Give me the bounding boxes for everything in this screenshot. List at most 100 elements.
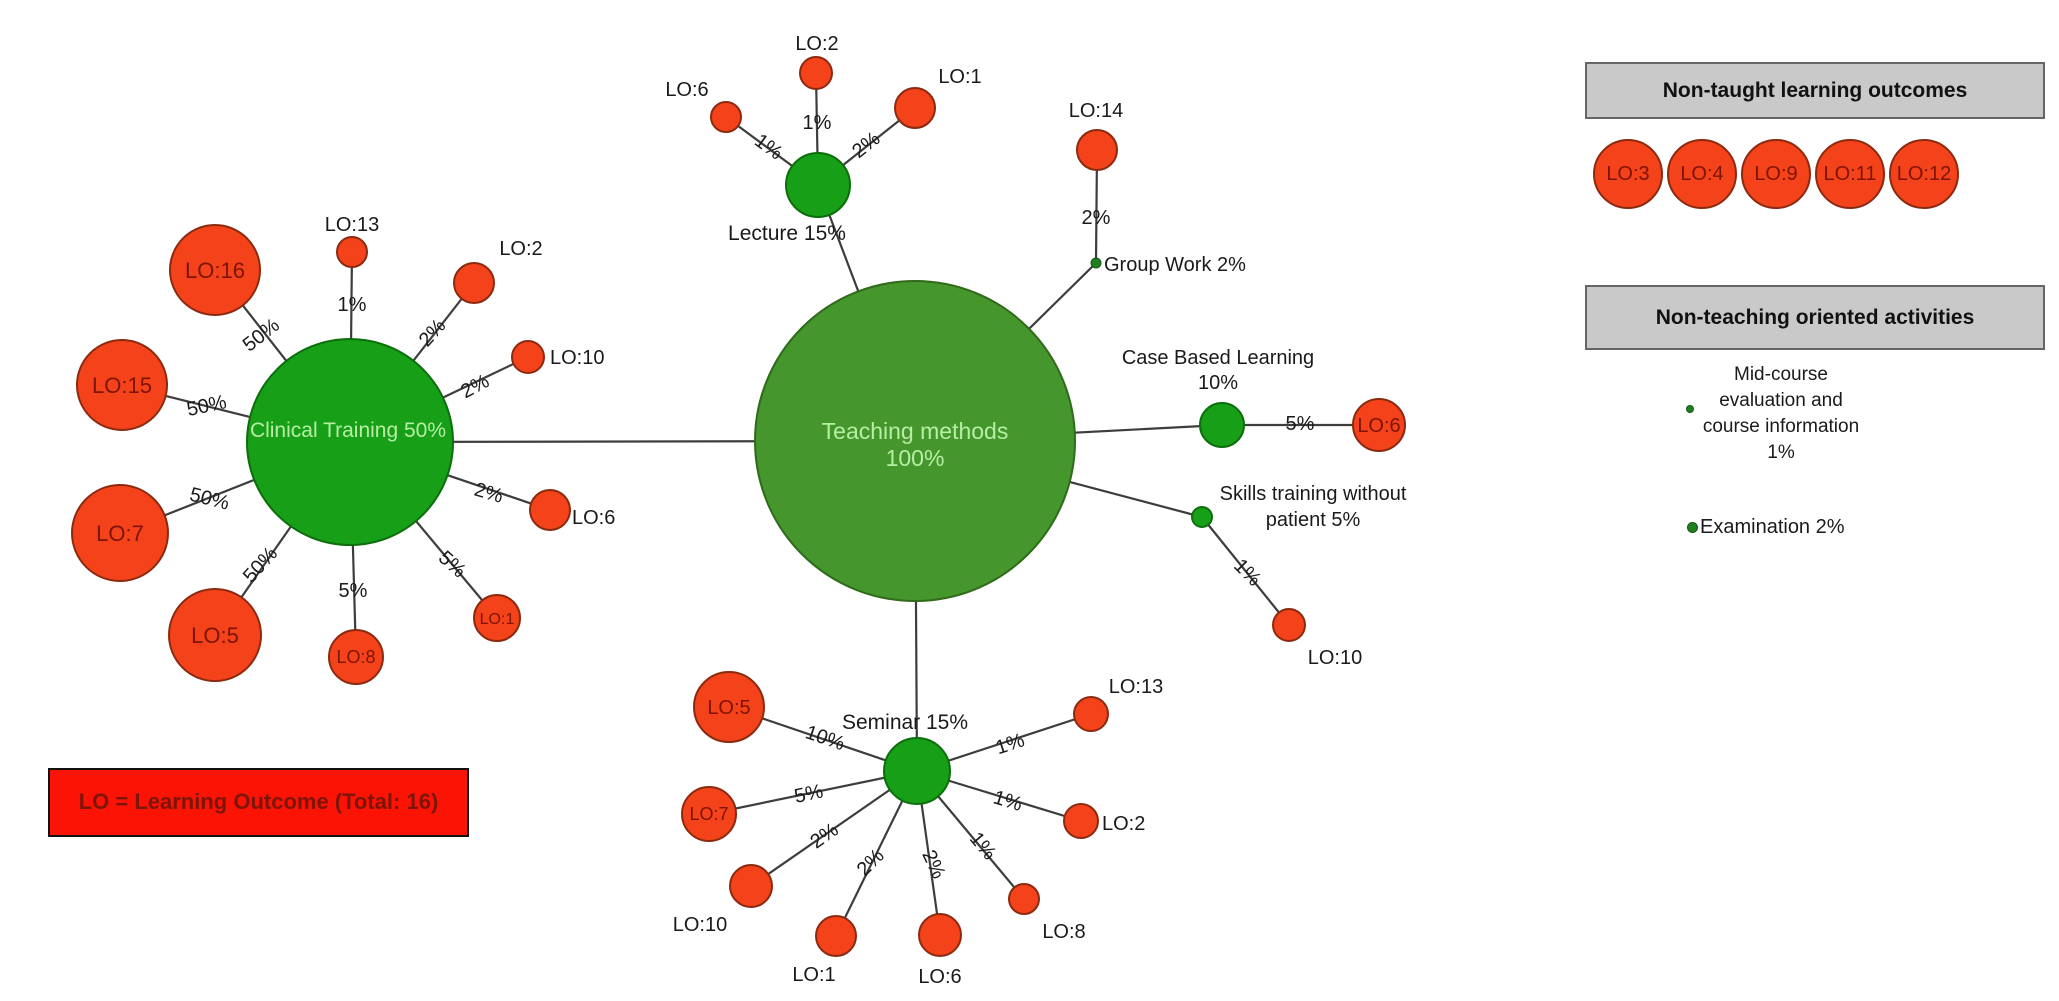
label-cli-lo1: LO:1 xyxy=(480,611,515,628)
edge-label-groupwork-lo14: 2% xyxy=(1082,207,1111,229)
label-sem-lo10: LO:10 xyxy=(673,914,727,936)
node-clinical xyxy=(246,338,454,546)
edge-label-seminar-sem-lo5: 10% xyxy=(802,721,847,755)
node-seminar xyxy=(883,737,951,805)
edge-label-seminar-sem-lo10: 2% xyxy=(806,819,842,854)
edge-label-skills-sk-lo10: 1% xyxy=(1229,555,1265,591)
node-cbl-lo6 xyxy=(1352,398,1406,452)
edge-label-clinical-cli-lo1: 5% xyxy=(434,547,470,583)
label-cli-lo16: LO:16 xyxy=(185,258,245,283)
edge-skills-sk-lo10 xyxy=(1201,516,1290,626)
label-sem-lo1: LO:1 xyxy=(792,964,835,986)
node-sem-lo8 xyxy=(1008,883,1040,915)
edge-label-seminar-sem-lo2: 1% xyxy=(991,787,1025,817)
label-sem-lo6: LO:6 xyxy=(918,966,961,988)
edge-label-seminar-sem-lo7: 5% xyxy=(792,780,825,808)
node-sem-lo1 xyxy=(815,915,857,957)
label-clinical: Clinical Training 50% xyxy=(250,419,446,442)
node-cli-lo13 xyxy=(336,236,368,268)
legend-non-taught-title: Non-taught learning outcomes xyxy=(1585,62,2045,119)
label-cli-lo6: LO:6 xyxy=(572,507,615,529)
node-teaching xyxy=(754,280,1076,602)
node-lo14 xyxy=(1076,129,1118,171)
legend-lo-circle-1: LO:3 xyxy=(1593,139,1663,209)
label-cli-lo15: LO:15 xyxy=(92,373,152,398)
label-groupwork: Group Work 2% xyxy=(1104,254,1246,276)
edge-label-clinical-cli-lo6: 2% xyxy=(472,479,506,508)
label-cbl-lo6: LO:6 xyxy=(1357,415,1400,437)
node-cli-lo6 xyxy=(529,489,571,531)
label-skills: patient 5% xyxy=(1266,509,1361,531)
legend-lo-circle-3: LO:9 xyxy=(1741,139,1811,209)
node-lec-lo2 xyxy=(799,56,833,90)
node-cbl xyxy=(1199,402,1245,448)
lo-definition-note: LO = Learning Outcome (Total: 16) xyxy=(48,768,469,837)
label-cli-lo13: LO:13 xyxy=(325,214,379,236)
legend-non-teaching-title: Non-teaching oriented activities xyxy=(1585,285,2045,350)
label-sem-lo7: LO:7 xyxy=(689,804,728,824)
node-sem-lo7 xyxy=(681,786,737,842)
non-taught-lo-row: LO:3 LO:4 LO:9 LO:11 LO:12 xyxy=(1593,139,1959,209)
label-cli-lo10: LO:10 xyxy=(550,347,604,369)
label-cbl: Case Based Learning xyxy=(1122,347,1314,369)
examination-label: Examination 2% xyxy=(1700,516,1845,538)
label-cli-lo8: LO:8 xyxy=(336,647,375,667)
node-lec-lo1 xyxy=(894,87,936,129)
label-teaching: 100% xyxy=(886,445,945,471)
legend-lo-circle-2: LO:4 xyxy=(1667,139,1737,209)
node-cli-lo10 xyxy=(511,340,545,374)
edge-seminar-sem-lo7 xyxy=(708,769,918,816)
edge-label-seminar-sem-lo13: 1% xyxy=(993,729,1027,759)
node-cli-lo16 xyxy=(169,224,261,316)
legend-lo-circle-4: LO:11 xyxy=(1815,139,1885,209)
edge-label-clinical-cli-lo13: 1% xyxy=(338,294,367,316)
label-cbl: 10% xyxy=(1198,372,1238,394)
node-cli-lo8 xyxy=(328,629,384,685)
node-cli-lo7 xyxy=(71,484,169,582)
edge-label-clinical-cli-lo15: 50% xyxy=(185,391,229,421)
label-cli-lo2: LO:2 xyxy=(499,238,542,260)
label-sem-lo2: LO:2 xyxy=(1102,813,1145,835)
node-groupwork xyxy=(1090,257,1102,269)
node-cli-lo15 xyxy=(76,339,168,431)
node-cli-lo5 xyxy=(168,588,262,682)
label-lec-lo6: LO:6 xyxy=(665,79,708,101)
label-lec-lo1: LO:1 xyxy=(938,66,981,88)
node-sem-lo2 xyxy=(1063,803,1099,839)
node-lecture xyxy=(785,152,851,218)
label-sem-lo8: LO:8 xyxy=(1042,921,1085,943)
edge-label-cbl-cbl-lo6: 5% xyxy=(1286,413,1315,435)
node-cli-lo1 xyxy=(473,594,521,642)
mid-course-evaluation-label: Mid-course evaluation and course informa… xyxy=(1702,364,1860,463)
label-sem-lo5: LO:5 xyxy=(707,697,750,719)
edge-label-clinical-cli-lo7: 50% xyxy=(187,484,231,515)
edge-label-clinical-cli-lo8: 5% xyxy=(339,580,368,602)
examination-dot-icon xyxy=(1687,522,1698,533)
edge-label-seminar-sem-lo1: 2% xyxy=(853,845,889,881)
label-lo14: LO:14 xyxy=(1069,100,1123,122)
node-sem-lo5 xyxy=(693,671,765,743)
edge-label-lecture-lec-lo2: 1% xyxy=(803,112,832,134)
label-lec-lo2: LO:2 xyxy=(795,33,838,55)
label-sem-lo13: LO:13 xyxy=(1109,676,1163,698)
node-sk-lo10 xyxy=(1272,608,1306,642)
label-lecture: Lecture 15% xyxy=(728,222,846,245)
label-cli-lo5: LO:5 xyxy=(191,623,239,648)
label-cli-lo7: LO:7 xyxy=(96,521,144,546)
node-lec-lo6 xyxy=(710,101,742,133)
label-teaching: Teaching methods xyxy=(822,418,1009,444)
node-skills xyxy=(1191,506,1213,528)
label-seminar: Seminar 15% xyxy=(842,711,968,734)
label-sk-lo10: LO:10 xyxy=(1308,647,1362,669)
node-sem-lo13 xyxy=(1073,696,1109,732)
edge-label-seminar-sem-lo6: 2% xyxy=(917,847,949,883)
node-sem-lo6 xyxy=(918,913,962,957)
label-skills: Skills training without xyxy=(1220,483,1407,505)
edge-label-lecture-lec-lo6: 1% xyxy=(750,130,786,165)
node-sem-lo10 xyxy=(729,864,773,908)
node-cli-lo2 xyxy=(453,262,495,304)
legend-lo-circle-5: LO:12 xyxy=(1889,139,1959,209)
mid-course-dot-icon xyxy=(1686,405,1694,413)
